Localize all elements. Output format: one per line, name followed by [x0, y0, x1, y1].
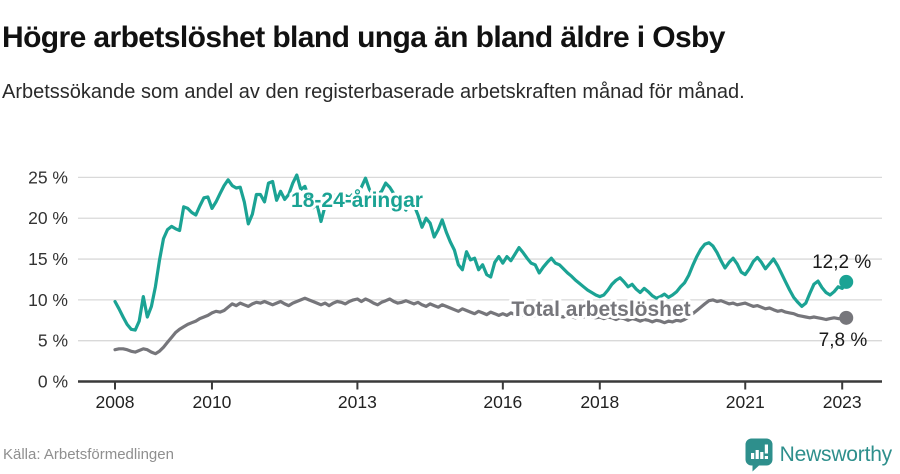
newsworthy-chart-bubble-icon — [745, 438, 773, 472]
y-tick-label: 15 % — [28, 249, 68, 269]
y-tick-label: 5 % — [38, 331, 68, 351]
brand-lockup: Newsworthy — [745, 438, 892, 472]
series-line-18-24-ringar — [113, 173, 848, 332]
series-label-total-arbetsl-shet: Total arbetslöshet — [511, 298, 690, 321]
y-tick-label: 25 % — [28, 167, 68, 187]
line-chart: 0 % 5 % 10 % 15 % 20 % 25 % 2008 2010 2013 2016 20… — [28, 167, 882, 412]
source-credit: Källa: Arbetsförmedlingen — [3, 446, 174, 463]
chart-area: 0 % 5 % 10 % 15 % 20 % 25 % 2008 2010 2013 2016 20… — [0, 135, 900, 430]
series-end-value-18-24-ringar: 12,2 % — [812, 252, 871, 273]
x-tick-label: 2008 — [96, 392, 135, 412]
x-tick-label: 2010 — [192, 392, 231, 412]
x-tick-label: 2013 — [338, 392, 377, 412]
series-line-total-arbetsl-shet — [113, 296, 848, 356]
page-title: Högre arbetslöshet bland unga än bland ä… — [2, 21, 725, 55]
x-tick-label: 2021 — [726, 392, 765, 412]
y-tick-label: 0 % — [38, 372, 68, 392]
series-label-18-24-ringar: 18-24-åringar — [291, 189, 423, 212]
chart-subtitle: Arbetssökande som andel av den registerb… — [2, 81, 745, 103]
series-end-value-total-arbetsl-shet: 7,8 % — [819, 330, 868, 351]
series-end-dot-18-24-ringar — [839, 274, 854, 289]
y-tick-label: 10 % — [28, 290, 68, 310]
brand-wordmark: Newsworthy — [779, 443, 893, 466]
x-tick-label: 2018 — [580, 392, 619, 412]
x-tick-label: 2023 — [823, 392, 862, 412]
series-end-dot-total-arbetsl-shet — [839, 310, 854, 325]
y-tick-label: 20 % — [28, 208, 68, 228]
x-tick-label: 2016 — [483, 392, 522, 412]
